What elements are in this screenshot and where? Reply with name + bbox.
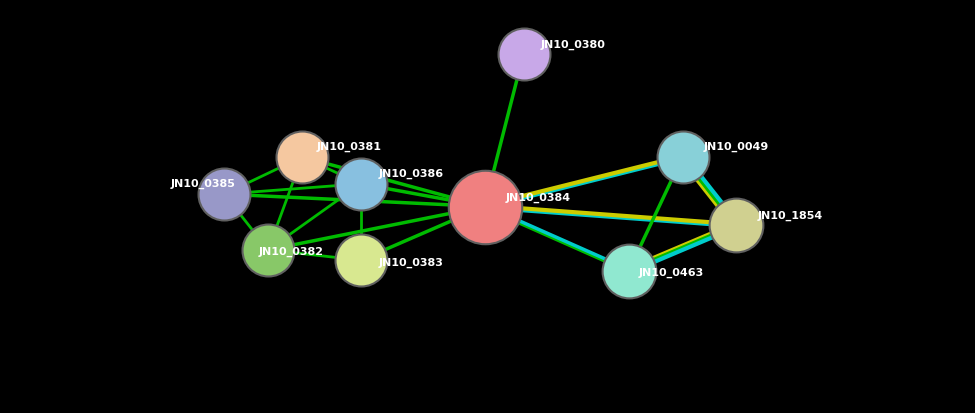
Point — [260, 247, 276, 253]
Text: JN10_1854: JN10_1854 — [758, 211, 823, 221]
Point — [516, 50, 531, 57]
Text: JN10_0383: JN10_0383 — [378, 257, 444, 268]
Text: JN10_0381: JN10_0381 — [317, 142, 382, 152]
Point — [477, 203, 492, 210]
Text: JN10_0463: JN10_0463 — [639, 268, 704, 278]
Point — [728, 222, 744, 228]
Point — [353, 257, 369, 263]
Point — [216, 191, 232, 197]
Point — [675, 154, 690, 160]
Point — [621, 267, 637, 274]
Text: JN10_0380: JN10_0380 — [541, 39, 606, 50]
Text: JN10_0385: JN10_0385 — [171, 179, 236, 189]
Point — [294, 154, 310, 160]
Text: JN10_0382: JN10_0382 — [258, 247, 324, 257]
Text: JN10_0386: JN10_0386 — [378, 169, 444, 179]
Text: JN10_0384: JN10_0384 — [506, 193, 571, 203]
Text: JN10_0049: JN10_0049 — [704, 142, 769, 152]
Point — [353, 180, 369, 187]
